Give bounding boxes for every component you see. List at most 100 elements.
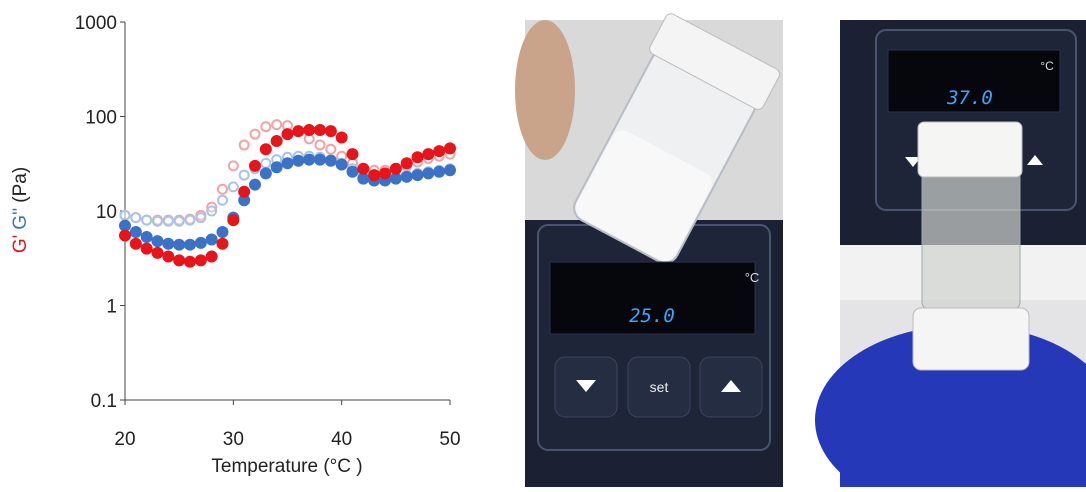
data-point — [411, 169, 424, 182]
data-point — [184, 238, 196, 251]
data-point — [216, 225, 229, 238]
y-label-unit: (Pa) — [10, 167, 31, 203]
data-point — [249, 178, 261, 191]
data-point — [140, 242, 153, 255]
data-point — [205, 233, 218, 246]
data-point — [140, 231, 153, 244]
display-unit: °C — [745, 270, 760, 285]
data-point — [270, 161, 283, 174]
data-point — [444, 164, 456, 177]
data-point — [346, 148, 359, 161]
data-point — [368, 169, 381, 182]
data-point — [303, 153, 316, 166]
data-point — [162, 237, 175, 250]
data-point — [119, 209, 131, 221]
display-value: 37.0 — [946, 87, 993, 109]
y-tick-label: 10 — [96, 202, 117, 223]
display — [549, 261, 756, 335]
y-tick-label: 1000 — [75, 13, 117, 34]
down-icon — [576, 380, 596, 392]
data-point — [173, 254, 186, 267]
data-point — [281, 128, 294, 141]
data-point — [173, 215, 185, 227]
data-point — [260, 157, 272, 169]
button-set-label: set — [650, 379, 669, 395]
data-point — [346, 165, 359, 178]
data-point — [227, 214, 240, 227]
data-point — [205, 250, 218, 263]
data-point — [173, 238, 186, 251]
data-point — [270, 135, 283, 148]
data-point — [184, 255, 196, 268]
data-point — [422, 148, 435, 161]
data-point — [129, 225, 142, 238]
data-point — [411, 151, 424, 164]
data-point — [324, 154, 337, 167]
data-point — [314, 123, 326, 136]
data-point — [194, 236, 207, 249]
data-point — [433, 145, 446, 158]
data-point — [227, 160, 239, 172]
fingers — [515, 20, 575, 160]
data-point — [119, 229, 131, 242]
data-point — [217, 183, 228, 195]
data-point — [271, 119, 283, 131]
blue-cap-body — [840, 380, 1086, 487]
x-tick-label: 20 — [114, 429, 135, 450]
data-point — [162, 250, 175, 263]
vial-top-cap — [917, 121, 1023, 178]
data-point — [292, 125, 305, 138]
data-point — [129, 237, 142, 250]
data-point — [325, 143, 337, 155]
up-icon — [1027, 155, 1043, 165]
y-tick-label: 1 — [106, 297, 117, 318]
data-point — [314, 153, 326, 166]
data-point — [130, 212, 142, 224]
data-point — [444, 142, 456, 155]
data-point — [422, 167, 435, 180]
y-label-gprime: G' — [10, 235, 31, 253]
data-point — [227, 181, 239, 193]
data-point — [141, 214, 153, 226]
data-point — [260, 121, 272, 133]
vial-bottom-cap — [912, 307, 1030, 371]
photo-37: 37.0 °C — [815, 20, 1086, 492]
data-point — [357, 172, 370, 185]
x-tick-label: 40 — [331, 429, 352, 450]
data-point — [151, 235, 164, 248]
down-icon — [905, 157, 921, 167]
data-point — [335, 158, 348, 171]
data-point — [217, 194, 228, 206]
data-point — [259, 143, 272, 156]
data-point — [357, 162, 370, 175]
y-tick-label: 0.1 — [91, 391, 117, 412]
data-point — [238, 185, 251, 198]
button-set — [627, 356, 691, 418]
display-value: 25.0 — [629, 305, 675, 327]
data-point — [314, 139, 326, 151]
vial — [921, 169, 1021, 311]
y-axis-label: G' G'' (Pa) — [10, 167, 31, 253]
data-point — [184, 214, 196, 226]
up-icon — [721, 380, 741, 392]
data-point — [292, 154, 305, 167]
data-point — [194, 254, 207, 267]
x-tick-label: 50 — [439, 429, 460, 450]
data-point — [324, 125, 337, 138]
data-point — [151, 246, 164, 259]
data-point — [259, 167, 272, 180]
data-point — [195, 212, 207, 224]
y-label-gdoubleprime: G'' — [10, 208, 31, 230]
data-point — [216, 237, 229, 250]
data-point — [389, 162, 402, 175]
data-point — [379, 167, 391, 180]
data-point — [281, 157, 294, 170]
data-point — [433, 165, 446, 178]
y-tick-label: 100 — [85, 108, 117, 129]
data-point — [206, 205, 218, 217]
data-point — [162, 215, 174, 227]
display-unit: °C — [1040, 59, 1054, 73]
photo-25: 25.0 °C set — [515, 13, 783, 487]
data-point — [119, 219, 131, 232]
